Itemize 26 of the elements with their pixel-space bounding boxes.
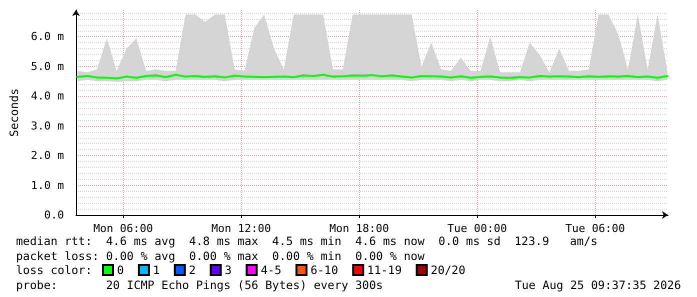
y-tick-label: 4.0 m	[30, 90, 64, 103]
legend-title: loss color:	[16, 263, 92, 277]
legend-label: 3	[224, 263, 232, 277]
y-tick-label: 5.0 m	[30, 60, 64, 73]
text: packet loss: 0.00 % avg 0.00 % max 0.00 % min 0.00 % now	[16, 249, 425, 263]
x-tick-label: Mon 18:00	[329, 222, 390, 235]
legend-label: 0	[117, 263, 124, 277]
legend-label: 11-19	[367, 263, 402, 277]
y-axis-title: Seconds	[7, 88, 21, 137]
y-tick-label: 1.0 m	[30, 178, 64, 192]
y-tick-label: 6.0 m	[30, 30, 64, 44]
legend-label: 4-5	[260, 263, 282, 277]
text: Tue Aug 25 09:37:35 2026	[514, 278, 682, 292]
legend-label: 6-10	[310, 263, 338, 277]
text: probe: 20 ICMP Echo Pings (56 Bytes) every 300s	[16, 278, 383, 292]
x-tick-label: Tue 00:00	[447, 222, 508, 235]
x-tick-label: Tue 06:00	[565, 222, 626, 235]
x-tick-label: Mon 06:00	[93, 222, 154, 235]
y-tick-label: 0.0	[44, 208, 64, 222]
x-tick-label: Mon 12:00	[211, 222, 272, 235]
y-tick-label: 3.0 m	[30, 119, 64, 132]
legend-label: 20/20	[430, 263, 466, 277]
text: median rtt: 4.6 ms avg 4.8 ms max 4.5 ms min 4.6 ms now 0.0 ms sd 123.9 am/s	[16, 234, 598, 248]
legend-label: 2	[188, 263, 196, 277]
y-tick-label: 2.0 m	[30, 149, 64, 162]
legend-label: 1	[152, 263, 160, 277]
